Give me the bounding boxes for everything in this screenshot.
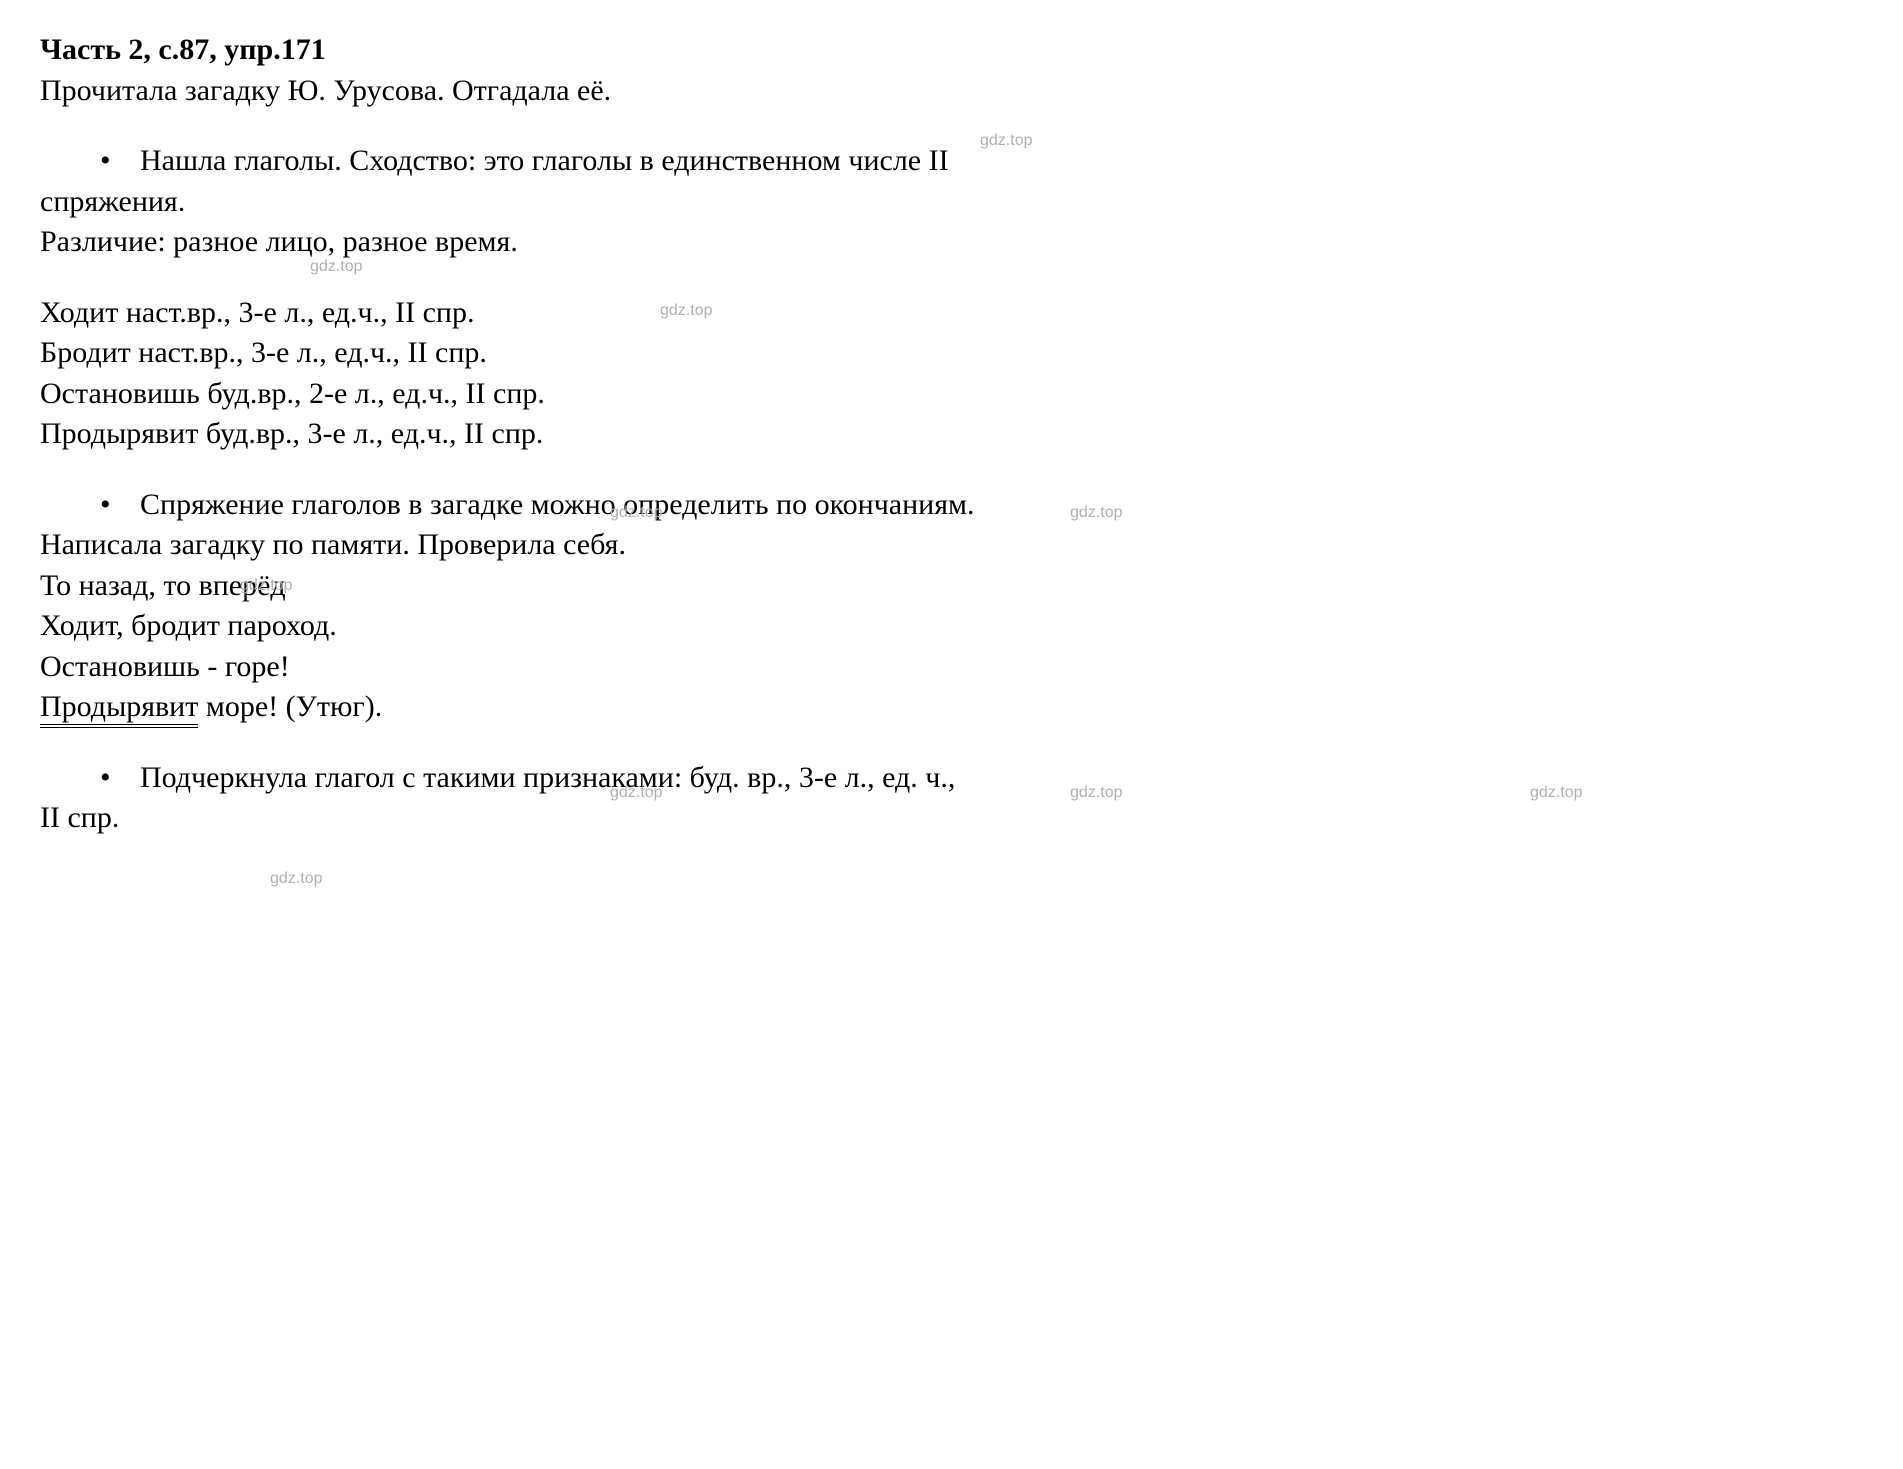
spacer [40,263,1863,293]
bullet2-line1: •Спряжение глаголов в загадке можно опре… [40,485,1863,526]
verb-line-4: Продырявит буд.вр., 3-е л., ед.ч., II сп… [40,414,1863,455]
spacer [40,728,1863,758]
poem-line-2: Ходит, бродит пароход. [40,606,1863,647]
bullet3-line1: •Подчеркнула глагол с такими признаками:… [40,758,1863,799]
spacer [40,455,1863,485]
bullet2-text1: Спряжение глаголов в загадке можно опред… [140,488,975,521]
verb-line-2: Бродит наст.вр., 3-е л., ед.ч., II спр. [40,333,1863,374]
poem-line-1: То назад, то вперёд [40,566,1863,607]
spacer [40,111,1863,141]
bullet-icon: • [100,141,140,182]
underlined-verb: Продырявит [40,690,198,728]
poem4-rest: море! (Утюг). [198,690,382,723]
bullet1-line2: спряжения. [40,182,1863,223]
watermark-text: gdz.top [270,868,322,890]
verb-line-1: Ходит наст.вр., 3-е л., ед.ч., II спр. [40,293,1863,334]
document-content: Часть 2, с.87, упр.171 Прочитала загадку… [40,30,1863,839]
bullet-icon: • [100,758,140,799]
poem-line-4: Продырявит море! (Утюг). [40,687,1863,728]
bullet1-text1: Нашла глаголы. Сходство: это глаголы в е… [140,144,949,177]
intro-line: Прочитала загадку Ю. Урусова. Отгадала е… [40,71,1863,112]
bullet-icon: • [100,485,140,526]
verb-line-3: Остановишь буд.вр., 2-е л., ед.ч., II сп… [40,374,1863,415]
bullet3-line2: II спр. [40,798,1863,839]
header-title: Часть 2, с.87, упр.171 [40,30,1863,71]
bullet3-text1: Подчеркнула глагол с такими признаками: … [140,761,955,794]
bullet1-line3: Различие: разное лицо, разное время. [40,222,1863,263]
bullet2-line2: Написала загадку по памяти. Проверила се… [40,525,1863,566]
poem-line-3: Остановишь - горе! [40,647,1863,688]
bullet1-line1: •Нашла глаголы. Сходство: это глаголы в … [40,141,1863,182]
